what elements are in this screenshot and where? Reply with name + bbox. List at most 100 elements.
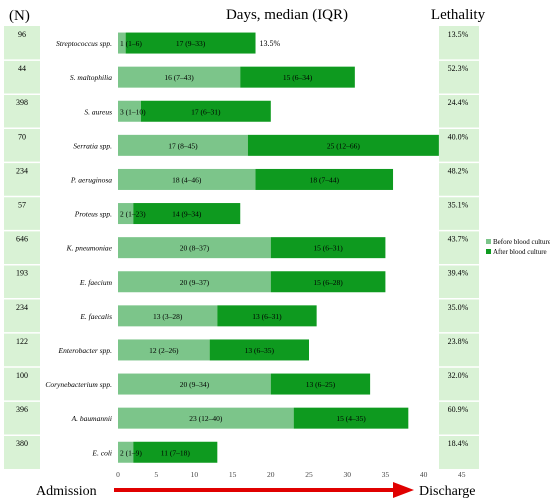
n-value: 234 [16,166,28,175]
bar-after [140,100,271,122]
chart-rows: 96 Streptococcus spp. 1 (1–6) 17 (9–33) 13.5… [16,30,469,463]
organism-label: E. faecium [79,278,113,287]
organism-label: A. baumannii [71,414,112,423]
n-value: 398 [16,98,28,107]
n-value: 234 [16,303,28,312]
bar-after-label: 15 (6–34) [283,73,313,82]
bar-after-label: 11 (7–18) [161,448,191,457]
lethality-value: 35.1% [448,201,469,210]
bar-before [118,339,210,361]
inline-lethality: 13.5% [260,39,281,48]
organism-label: S. maltophilia [70,73,112,82]
x-tick-label: 10 [191,470,199,479]
legend-label-before: Before blood culture [493,238,550,246]
lethality-value: 18.4% [448,439,469,448]
bar-before [118,100,141,122]
bar-before [118,407,294,429]
bar-after-label: 17 (9–33) [176,39,206,48]
x-tick-label: 35 [382,470,390,479]
bar-before-label: 2 (1–23) [120,210,146,219]
bar-after [209,339,309,361]
lethality-value: 32.0% [448,371,469,380]
bar-before-label: 18 (4–46) [172,175,202,184]
lethality-value: 39.4% [448,269,469,278]
legend-swatch-after [486,249,491,254]
bar-after-label: 15 (6–28) [313,278,343,287]
organism-label: Corynebacterium spp. [45,380,112,389]
organism-label: P. aeruginosa [70,175,112,184]
organism-label: E. coli [91,448,112,457]
timeline-arrow [114,482,414,498]
legend: Before blood culture After blood culture [486,238,550,256]
lethality-header: Lethality [431,7,486,23]
legend-label-after: After blood culture [493,248,547,256]
lethality-value: 24.4% [448,98,469,107]
bar-before-label: 20 (9–37) [180,278,210,287]
bar-before [118,66,241,88]
bar-after [133,441,218,463]
organism-label: Proteus spp. [74,210,112,219]
arrow-head [393,482,414,498]
organism-label: S. aureus [84,107,112,116]
x-axis-ticks: 0 5 10 15 20 25 30 35 40 45 [116,470,466,479]
lethality-panel [439,26,479,469]
bar-before [118,305,218,327]
lethality-value: 52.3% [448,64,469,73]
n-value: 100 [16,371,28,380]
discharge-label: Discharge [419,484,476,499]
n-value: 122 [16,337,28,346]
lethality-value: 43.7% [448,235,469,244]
bar-before-label: 12 (2–26) [149,346,179,355]
bar-before [118,271,271,293]
admission-label: Admission [36,484,97,499]
lethality-value: 60.9% [448,405,469,414]
organism-label: Streptococcus spp. [56,39,112,48]
bar-after [125,32,256,54]
bar-before-label: 23 (12–40) [189,414,223,423]
x-tick-label: 45 [458,470,466,479]
bar-after [270,373,371,395]
n-value: 193 [16,269,28,278]
bar-after [247,134,439,156]
n-panel [4,26,40,469]
bar-after-label: 15 (6–31) [313,244,343,253]
organism-label: Serratia spp. [73,141,112,150]
x-tick-label: 30 [343,470,351,479]
bar-before-label: 20 (8–37) [180,244,210,253]
n-value: 380 [16,439,28,448]
bar-before [118,32,126,54]
bar-before [118,203,134,225]
x-tick-label: 40 [420,470,428,479]
lethality-value: 35.0% [448,303,469,312]
n-header: (N) [9,8,30,24]
bar-after-label: 14 (9–34) [172,210,202,219]
bar-before-label: 1 (1–6) [120,39,142,48]
legend-swatch-before [486,239,491,244]
bar-after-label: 13 (6–31) [252,312,282,321]
bar-before [118,237,271,259]
chart-title: Days, median (IQR) [226,7,348,23]
bar-before-label: 3 (1–10) [120,107,146,116]
bar-after-label: 13 (6–25) [306,380,336,389]
bar-after [240,66,355,88]
lethality-value: 23.8% [448,337,469,346]
x-tick-label: 15 [229,470,237,479]
bar-before [118,134,248,156]
bar-after [293,407,409,429]
n-value: 44 [18,64,26,73]
bar-before-label: 2 (1–9) [120,448,142,457]
lethality-value: 13.5% [448,30,469,39]
bar-after [255,168,394,190]
n-value: 57 [18,201,26,210]
x-tick-label: 0 [116,470,120,479]
bar-after [217,305,317,327]
bar-before [118,441,134,463]
lethality-value: 48.2% [448,166,469,175]
bar-after-label: 13 (6–35) [245,346,275,355]
bar-before-label: 17 (8–45) [168,141,198,150]
lethality-value: 40.0% [448,132,469,141]
bar-after [270,237,386,259]
n-value: 96 [18,30,26,39]
n-value: 646 [16,235,28,244]
